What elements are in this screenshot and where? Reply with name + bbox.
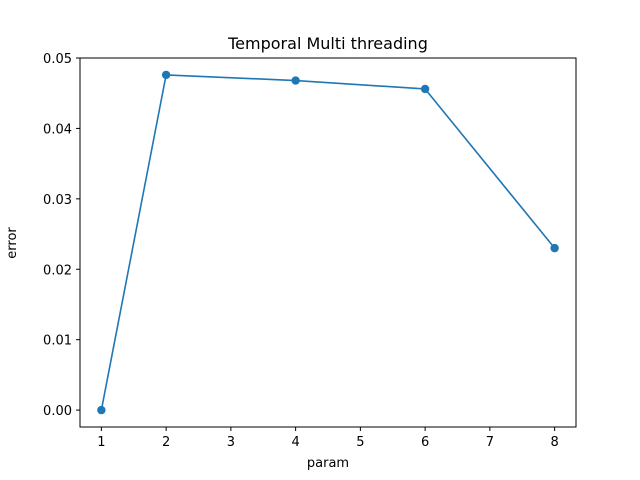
x-tick-label: 8 [550, 435, 558, 450]
y-tick-label: 0.04 [43, 122, 72, 137]
data-point [97, 405, 106, 415]
plot-area: 1 2 3 4 5 6 7 8 0.00 0.01 0.02 0.03 0.04 0.05 [43, 52, 577, 450]
x-tick-label: 5 [356, 435, 364, 450]
y-tick-label: 0.05 [43, 52, 72, 67]
data-point [550, 243, 559, 253]
data-point [291, 76, 300, 85]
x-tick-label: 6 [421, 435, 429, 450]
y-tick-label: 0.02 [43, 263, 72, 278]
x-tick-label: 7 [486, 435, 494, 450]
plot-frame [79, 57, 577, 428]
x-tick-label: 4 [291, 435, 299, 450]
x-axis-label: param [307, 456, 349, 471]
data-point [420, 84, 430, 94]
y-axis-label: error [5, 227, 20, 259]
x-tick-label: 1 [97, 435, 105, 450]
x-tick-label: 3 [227, 435, 235, 450]
y-tick-label: 0.00 [43, 404, 72, 419]
x-tick-label: 2 [162, 435, 170, 450]
data-point [161, 70, 171, 80]
chart-title: Temporal Multi threading [227, 34, 428, 53]
y-tick-label: 0.01 [43, 334, 72, 349]
y-tick-label: 0.03 [43, 193, 72, 208]
